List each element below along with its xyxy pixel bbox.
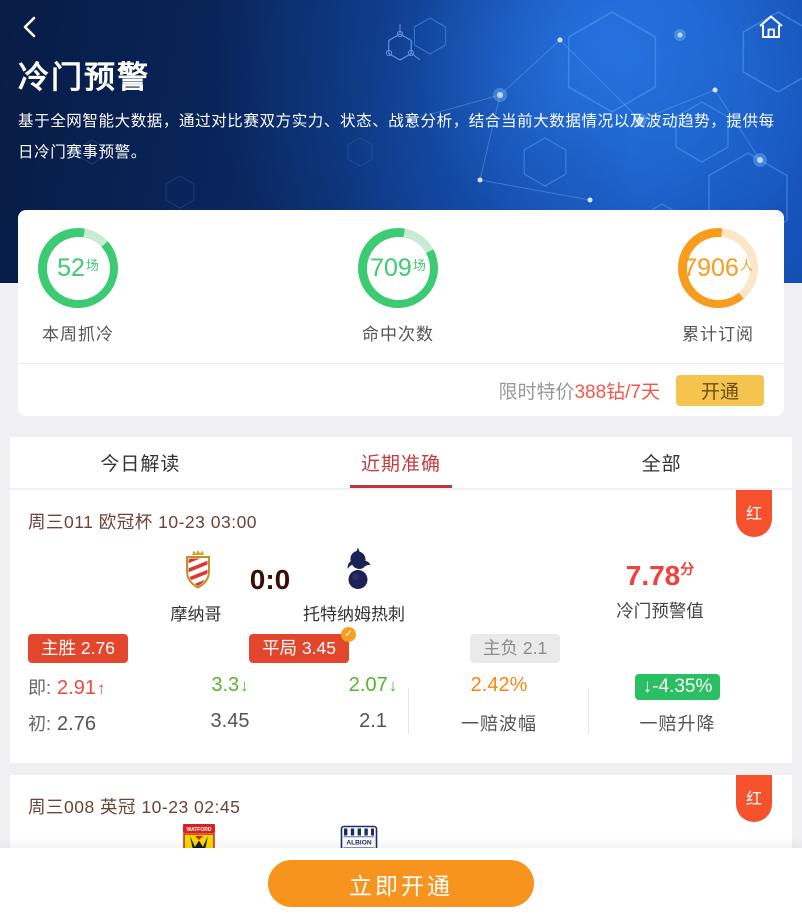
stat-unit: 场 — [85, 257, 99, 273]
rating-unit: 分 — [680, 561, 695, 577]
live-draw-odds: 3.3↓ — [185, 674, 275, 697]
stat-label: 累计订阅 — [682, 325, 754, 344]
odds-wave-value: 2.42% — [470, 674, 528, 696]
home-team-name: 摩纳哥 — [170, 605, 222, 624]
column-divider — [408, 688, 409, 734]
stat-weekly-upsets: 52 场 本周抓冷 — [38, 228, 118, 345]
stat-subscribers: 7906 人 累计订阅 — [678, 228, 758, 345]
home-team-logo-monaco — [182, 548, 214, 595]
match-card-monaco-tottenham[interactable]: 红 周三011 欧冠杯 10-23 03:00 0:0 — [10, 490, 792, 763]
divider — [18, 363, 784, 364]
match-header: 周三011 欧冠杯 10-23 03:00 — [28, 512, 258, 532]
result-badge: 红 — [736, 775, 772, 822]
stat-unit: 人 — [739, 257, 753, 273]
result-badge: 红 — [736, 490, 772, 537]
watford-text: WATFORD — [187, 827, 212, 833]
stat-value: 7906 — [683, 253, 739, 282]
rating-label: 冷门预警值 — [616, 601, 704, 621]
away-team-logo-tottenham — [342, 546, 374, 595]
home-icon — [759, 15, 783, 38]
stat-label: 命中次数 — [362, 325, 434, 344]
match-header: 周三008 英冠 10-23 02:45 — [28, 797, 241, 817]
page-title: 冷门预警 — [18, 60, 150, 95]
live-odds-row: 即: 2.91↑ 3.3↓ 2.07↓ 2.42% ↓-4.35% — [10, 674, 792, 704]
match-score: 0:0 — [249, 564, 291, 595]
wave-label: 一赔波幅 — [461, 714, 537, 734]
stat-value: 52 — [57, 253, 85, 282]
odds-value: 2.76 — [57, 713, 96, 735]
tab-recent-accurate[interactable]: 近期准确 — [271, 437, 532, 488]
home-button[interactable] — [750, 6, 792, 48]
upset-rating: 7.78分 — [595, 560, 725, 592]
page-description: 基于全网智能大数据，通过对比赛双方实力、状态、战意分析，结合当前大数据情况以及波… — [18, 113, 775, 161]
back-button[interactable] — [12, 8, 50, 46]
tab-bar: 今日解读 近期准确 全部 — [10, 437, 792, 488]
live-away-odds: 2.07↓ — [328, 674, 418, 697]
down-arrow-icon: ↓ — [388, 676, 398, 695]
down-arrow-icon: ↓ — [240, 676, 249, 695]
initial-home-odds: 初: 2.76 — [28, 710, 148, 736]
albion-text: ALBION — [346, 840, 372, 847]
away-team-name: 托特纳姆热刺 — [303, 605, 405, 624]
open-now-button[interactable]: 立即开通 — [268, 860, 534, 907]
up-arrow-icon: ↑ — [96, 679, 106, 698]
tab-today-analysis[interactable]: 今日解读 — [100, 454, 181, 475]
stat-label: 本周抓冷 — [42, 325, 114, 344]
stat-unit: 场 — [412, 257, 426, 273]
tab-all[interactable]: 全部 — [641, 454, 682, 475]
row-prefix: 即: — [28, 678, 52, 698]
odds-label: 主胜 2.76 — [41, 638, 115, 658]
subscribers-progress-ring: 7906 人 — [678, 228, 758, 308]
trend-badge: ↓-4.35% — [634, 674, 721, 700]
row-prefix: 初: — [28, 714, 52, 734]
trend-label: 一赔升降 — [639, 714, 716, 734]
odds-label: 平局 3.45 — [262, 638, 336, 658]
odds-pill-draw: 平局 3.45 ✓ — [249, 627, 356, 663]
stats-card: 52 场 本周抓冷 709 场 命中次数 7906 — [18, 210, 784, 416]
away-team-logo-west-brom: ALBION — [340, 825, 378, 848]
live-home-odds: 即: 2.91↑ — [28, 674, 148, 700]
bottom-bar: 立即开通 — [0, 848, 802, 921]
hit-count-progress-ring: 709 场 — [358, 228, 438, 308]
initial-away-odds: 2.1 — [359, 710, 387, 732]
stat-value: 709 — [370, 253, 412, 282]
odds-label: 主负 2.1 — [483, 638, 548, 658]
price-row: 限时特价 388钻/7天 开通 — [18, 364, 784, 416]
subscribe-button[interactable]: 开通 — [676, 374, 764, 406]
odds-value: 2.07 — [348, 674, 388, 696]
odds-pill-home-win: 主胜 2.76 — [28, 634, 128, 663]
stat-hit-count: 709 场 命中次数 — [358, 228, 438, 345]
check-icon: ✓ — [340, 627, 356, 642]
weekly-upsets-progress-ring: 52 场 — [38, 228, 118, 308]
price-prefix: 限时特价 — [498, 381, 575, 403]
odds-value: 3.3 — [211, 674, 240, 696]
rating-value: 7.78 — [625, 560, 681, 591]
match-card-watford-westbrom[interactable]: 红 周三008 英冠 10-23 02:45 WATFORD ALBION — [10, 775, 792, 848]
home-team-logo-watford: WATFORD — [182, 824, 216, 848]
odds-value: 2.91 — [57, 677, 96, 699]
price-value: 388钻/7天 — [574, 381, 660, 403]
column-divider — [588, 688, 589, 734]
initial-draw-odds: 3.45 — [210, 710, 250, 732]
chevron-left-icon — [23, 16, 36, 38]
initial-odds-row: 初: 2.76 3.45 2.1 一赔波幅 一赔升降 — [10, 710, 792, 740]
stats-rings: 52 场 本周抓冷 709 场 命中次数 7906 — [18, 228, 784, 345]
odds-trend-cell: ↓-4.35% — [605, 674, 750, 700]
odds-pill-home-lose: 主负 2.1 — [470, 634, 561, 663]
